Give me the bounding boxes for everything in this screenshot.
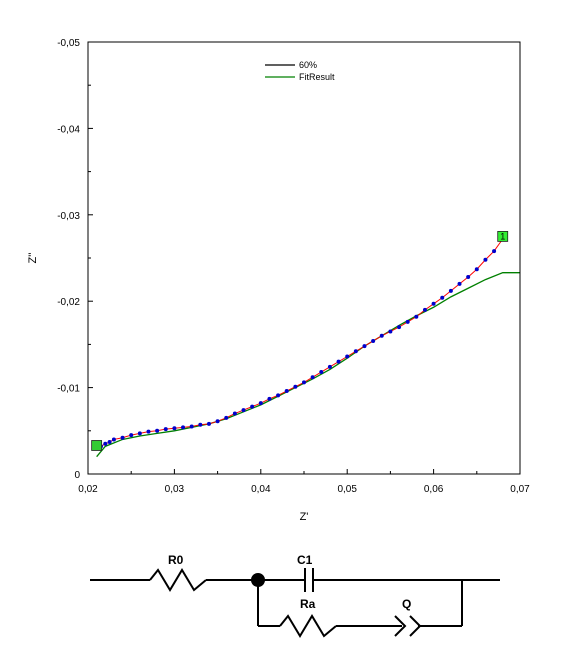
series-60-point [310,375,315,380]
series-60-point [241,408,246,413]
end-marker-label: 1 [500,231,505,241]
series-60-point [371,338,376,343]
y-tick-label: -0,04 [57,124,80,135]
series-60-point [302,380,306,385]
y-tick-label: -0,02 [57,297,80,308]
series-60-line [96,238,504,449]
resistor-r0-icon [149,568,207,592]
series-60-point [163,427,168,432]
series-60-point [224,415,229,420]
series-60-point [379,333,384,338]
start-marker [91,440,103,451]
series-60-point [198,422,203,427]
series-60-point [319,370,324,375]
series-60-point [345,354,350,359]
series-60-point [146,429,151,434]
x-tick-label: 0,02 [78,484,98,495]
series-60-point [466,275,471,280]
x-tick-label: 0,03 [165,484,185,495]
series-60-point [107,440,112,445]
y-tick-label: -0,01 [57,384,80,395]
series-60-point [206,421,211,426]
cpe-q-chevron-left-icon [394,615,407,637]
series-60-point [448,288,453,293]
series-60-point [327,364,332,369]
series-60-point [293,384,298,389]
axes: 0,02 0,03 0,04 0,05 0,06 0,07 0 -0,01 -0,02 -0,03… [27,38,530,523]
series-60-point [120,435,125,440]
series-60-point [172,426,177,431]
plot-area: 1 [91,230,520,458]
y-tick-label: 0 [74,470,80,481]
end-marker [497,230,509,242]
series-60-point [129,433,134,438]
series-60-point [362,344,367,349]
series-60-point [405,319,410,324]
series-60-point [422,307,427,312]
label-r0: R0 [168,553,184,567]
series-60-point [111,437,116,442]
series-60-point [492,249,497,254]
y-tick-label: -0,05 [57,38,80,49]
legend-label: 60% [299,60,317,70]
series-60-point [414,314,419,319]
series-60-point [215,419,220,424]
series-60-point [353,349,358,354]
x-tick-label: 0,06 [424,484,444,495]
series-fitresult-line [96,272,520,458]
series-60-point [474,267,479,272]
label-ra: Ra [300,597,316,611]
series-60-point [284,389,289,394]
series-60-point [258,401,263,406]
series-60-point [276,393,281,398]
x-tick-label: 0,04 [251,484,271,495]
y-tick-label: -0,03 [57,211,80,222]
series-60-point [189,424,194,429]
series-60-point [155,428,160,433]
series-60-point [137,431,142,436]
series-60-point [336,359,341,364]
series-60-point [397,325,402,330]
series-60-point [267,396,272,401]
label-q: Q [402,597,411,611]
series-60-point [440,295,445,300]
series-60-point [431,301,436,306]
series-60-point [388,329,393,334]
legend-label: FitResult [299,72,335,82]
plot-frame [87,41,521,475]
series-60-point [483,257,488,262]
label-c1: C1 [297,553,313,567]
series-60-point [232,411,237,416]
x-tick-label: 0,07 [510,484,530,495]
series-60-point [457,281,462,286]
x-tick-label: 0,05 [337,484,357,495]
legend: 60% FitResult [265,60,335,82]
nyquist-chart: 1 0,02 0,03 0,04 0,05 0,06 0,07 0 -0,01 -0,02 -0,… [27,38,530,523]
series-60-point [250,404,255,409]
y-axis-title: Z'' [27,253,39,264]
resistor-ra-icon [279,614,337,638]
series-60-point [181,425,186,430]
series-60-point [103,441,108,446]
equivalent-circuit-diagram: R0 C1 Ra Q [90,553,500,638]
x-axis-title: Z' [300,511,309,523]
